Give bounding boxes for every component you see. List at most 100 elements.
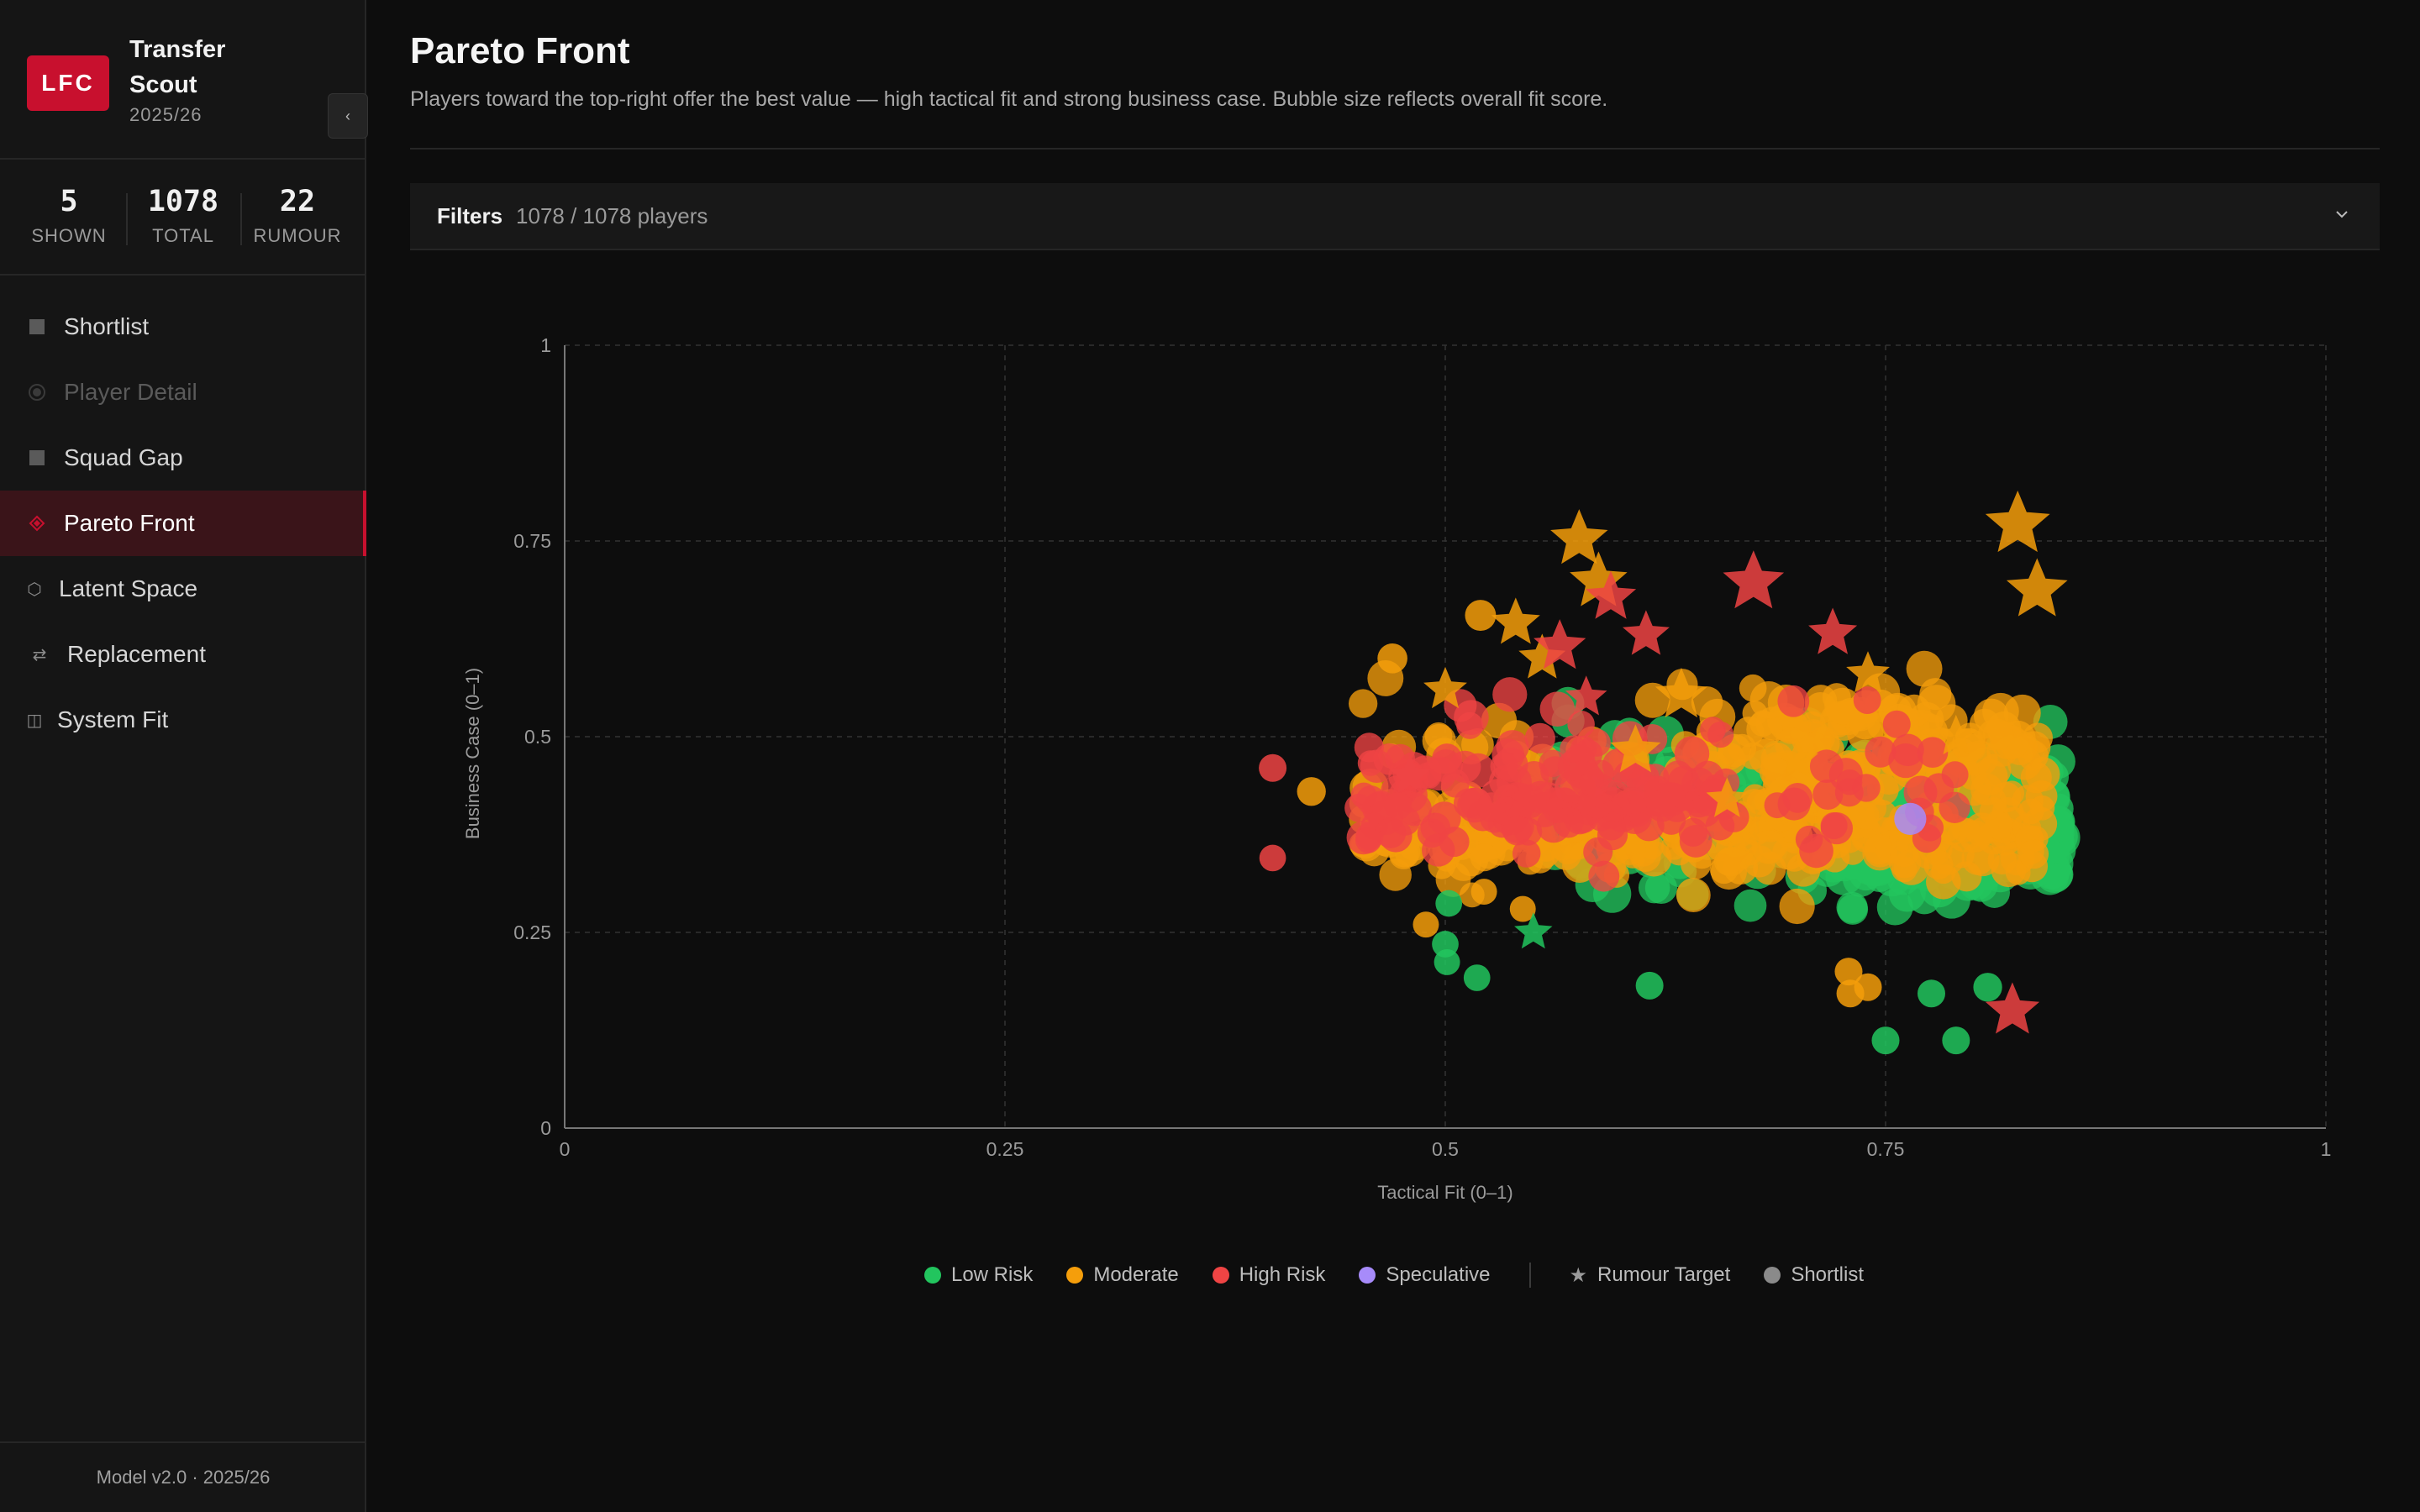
nav-item-player-detail[interactable]: Player Detail <box>0 360 366 425</box>
player-bubble-high <box>1355 827 1381 853</box>
player-bubble-high <box>1492 677 1528 712</box>
stat-divider <box>126 193 128 245</box>
star-icon: ★ <box>1569 1263 1588 1287</box>
radio-icon <box>27 383 47 402</box>
rumour-target-star <box>1808 607 1858 654</box>
stat-label: RUMOUR <box>253 225 342 246</box>
stat-shown: 5 SHOWN <box>12 185 126 247</box>
nav-item-label: System Fit <box>57 706 169 732</box>
hexagon-icon: ⬡ <box>27 580 42 599</box>
player-bubble-low <box>1435 890 1463 917</box>
stat-label: SHOWN <box>31 225 107 246</box>
player-bubble-moderate <box>1691 686 1723 718</box>
player-bubble-high <box>1524 722 1555 753</box>
stat-divider <box>240 193 242 245</box>
app-season: 2025/26 <box>129 104 203 125</box>
rumour-target-star <box>1706 777 1749 817</box>
main-content: Pareto Front Players toward the top-righ… <box>368 0 2420 1512</box>
player-bubble-moderate <box>1509 895 1536 922</box>
player-bubble-moderate <box>1751 829 1786 864</box>
rumour-target-star <box>1776 738 1818 779</box>
stat-label: TOTAL <box>152 225 214 246</box>
y-tick-label: 0.25 <box>513 921 551 943</box>
player-bubble-high <box>1641 790 1668 817</box>
rumour-target-star <box>1423 666 1467 709</box>
rumour-target-star <box>1610 724 1661 773</box>
legend-item-speculative[interactable]: Speculative <box>1359 1263 1491 1287</box>
rumour-target-star <box>1935 714 1977 755</box>
brand: LFC Transfer Scout 2025/26 ‹ <box>27 32 368 158</box>
player-bubble-low <box>1973 973 2002 1002</box>
nav-item-squad-gap[interactable]: Squad Gap <box>0 425 366 491</box>
legend-item-low-risk[interactable]: Low Risk <box>923 1263 1034 1287</box>
nav-item-label: Squad Gap <box>64 444 183 470</box>
nav-item-label: Shortlist <box>64 313 150 339</box>
player-bubble-high <box>1707 721 1734 748</box>
legend-swatch <box>1359 1267 1376 1284</box>
stat-value: 1078 <box>147 185 219 218</box>
player-bubble-high <box>1567 711 1595 738</box>
legend-item-rumour-target[interactable]: ★ Rumour Target <box>1570 1263 1731 1288</box>
player-bubble-high <box>1259 753 1287 782</box>
nav-item-label: Latent Space <box>59 575 198 601</box>
legend-item-moderate[interactable]: Moderate <box>1066 1263 1179 1287</box>
player-bubble-moderate <box>1717 743 1744 770</box>
chevron-down-icon[interactable] <box>2329 202 2354 227</box>
player-bubble-high <box>1553 807 1584 838</box>
player-bubble-moderate <box>1746 711 1783 748</box>
player-bubble-moderate <box>1676 878 1711 913</box>
rumour-target-star <box>1518 633 1566 679</box>
player-bubble-moderate <box>1715 846 1746 877</box>
legend-label: Speculative <box>1386 1263 1491 1286</box>
player-bubble-high <box>1588 860 1620 892</box>
legend-item-shortlist[interactable]: Shortlist <box>1764 1263 1864 1287</box>
player-bubble-high <box>1812 779 1844 810</box>
filters-count: 1078 / 1078 players <box>516 202 708 228</box>
lfc-logo[interactable]: LFC <box>27 55 109 111</box>
legend-item-high-risk[interactable]: High Risk <box>1212 1263 1325 1287</box>
player-bubble-moderate <box>1919 678 1952 711</box>
player-bubble-high <box>1439 827 1470 858</box>
rumour-target-star <box>1491 597 1540 644</box>
player-bubble-high <box>1764 792 1791 819</box>
rumour-target-star <box>1723 550 1785 609</box>
nav-item-latent-space[interactable]: ⬡ Latent Space <box>0 556 366 622</box>
nav-item-replacement[interactable]: ⇄ Replacement <box>0 622 366 687</box>
filters-label: Filters <box>437 202 503 228</box>
player-bubble-high <box>1882 710 1911 738</box>
player-bubble-moderate <box>1906 650 1943 687</box>
player-bubble-moderate <box>1470 879 1497 905</box>
nav-item-pareto-front[interactable]: Pareto Front <box>0 491 366 556</box>
x-tick-label: 0.5 <box>1432 1138 1459 1160</box>
rumour-target-star <box>2006 558 2068 617</box>
player-bubble-high <box>1259 844 1286 872</box>
filters-bar[interactable]: Filters 1078 / 1078 players <box>410 183 2380 250</box>
legend-swatch <box>1212 1267 1229 1284</box>
player-bubble-high <box>1583 837 1613 867</box>
rumour-target-star <box>1623 610 1670 655</box>
player-bubble-low <box>1733 889 1767 922</box>
legend-label: Low Risk <box>950 1263 1034 1286</box>
player-bubble-low <box>1876 889 1913 926</box>
diamond-icon <box>27 515 47 532</box>
collapse-sidebar-button[interactable]: ‹ <box>328 93 368 139</box>
nav-item-system-fit[interactable]: ◫ System Fit <box>0 687 366 753</box>
player-bubble-moderate <box>1413 911 1439 938</box>
player-bubble-high <box>1560 735 1587 763</box>
x-tick-label: 0.25 <box>986 1138 1024 1160</box>
player-bubble-moderate <box>1779 888 1815 925</box>
square-icon <box>27 450 47 465</box>
page-subtitle: Players toward the top-right offer the b… <box>410 87 1608 111</box>
player-bubble-moderate <box>1982 718 2014 750</box>
player-bubble-moderate <box>1864 833 1896 865</box>
stat-rumour: 22 RUMOUR <box>240 185 355 247</box>
player-bubble-moderate <box>1978 753 2012 787</box>
player-bubble-high <box>1476 792 1507 822</box>
player-bubble-moderate <box>1849 707 1881 740</box>
nav-item-shortlist[interactable]: Shortlist <box>0 294 366 360</box>
rumour-target-star <box>1985 491 2050 553</box>
player-bubble-moderate <box>1959 820 1991 853</box>
stat-value: 22 <box>279 185 316 218</box>
columns-icon: ◫ <box>26 711 43 730</box>
player-bubble-moderate <box>1424 722 1453 750</box>
